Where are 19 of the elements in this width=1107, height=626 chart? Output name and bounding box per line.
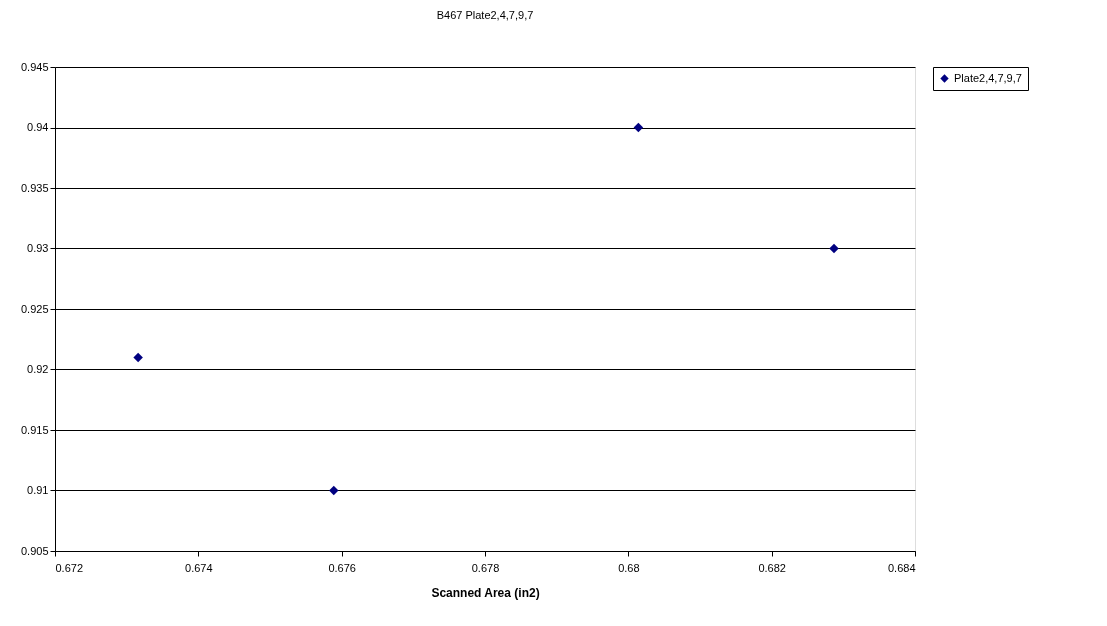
x-tick-label: 0.674 — [185, 561, 213, 574]
x-tick-label: 0.68 — [618, 561, 640, 574]
legend-label: Plate2,4,7,9,7 — [954, 71, 1022, 84]
y-tick-label: 0.945 — [20, 60, 49, 73]
x-tick-label: 0.682 — [758, 561, 786, 574]
chart-title: B467 Plate2,4,7,9,7 — [436, 9, 534, 21]
y-tick-label: 0.935 — [20, 181, 49, 194]
x-tick-label: 0.684 — [887, 561, 916, 574]
y-tick-label: 0.93 — [27, 242, 49, 254]
y-tick-label: 0.94 — [27, 121, 49, 133]
x-axis-title: Scanned Area (in2) — [431, 585, 540, 600]
x-tick-label: 0.676 — [328, 561, 356, 574]
y-tick-label: 0.92 — [27, 363, 49, 375]
y-tick-label: 0.915 — [20, 423, 49, 436]
x-tick-label: 0.678 — [471, 561, 500, 574]
y-tick-label: 0.925 — [20, 302, 49, 315]
y-tick-label: 0.91 — [27, 484, 49, 496]
y-tick-label: 0.905 — [20, 544, 49, 557]
x-tick-label: 0.672 — [55, 561, 84, 574]
